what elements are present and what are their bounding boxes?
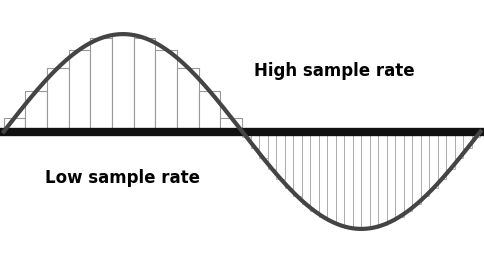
Bar — [26, 91, 47, 132]
Bar — [387, 132, 395, 221]
Bar — [455, 132, 463, 159]
Bar — [220, 118, 242, 132]
Bar — [134, 38, 155, 132]
Bar — [378, 132, 387, 225]
Bar — [404, 132, 412, 211]
Bar — [421, 132, 429, 196]
Bar — [302, 132, 310, 204]
Bar — [370, 132, 378, 227]
Bar — [199, 91, 220, 132]
Bar — [91, 38, 112, 132]
Bar — [395, 132, 404, 217]
Bar — [242, 132, 251, 137]
Bar — [353, 132, 361, 229]
Bar — [177, 68, 199, 132]
Bar — [251, 132, 259, 148]
Bar — [268, 132, 276, 169]
Bar — [155, 49, 177, 132]
Bar — [276, 132, 285, 179]
Bar — [112, 34, 134, 132]
Bar — [463, 132, 472, 148]
Bar — [310, 132, 319, 211]
Bar — [336, 132, 344, 225]
Text: Low sample rate: Low sample rate — [45, 169, 200, 186]
Bar — [327, 132, 336, 221]
Bar — [69, 49, 91, 132]
Bar — [472, 132, 481, 137]
Bar — [438, 132, 446, 179]
Bar — [293, 132, 302, 196]
Bar — [47, 68, 69, 132]
Bar — [344, 132, 353, 227]
Bar — [285, 132, 293, 188]
Bar — [361, 132, 370, 229]
Bar — [259, 132, 268, 159]
Bar — [4, 118, 26, 132]
Bar — [319, 132, 327, 217]
Bar — [412, 132, 421, 204]
Bar — [446, 132, 455, 169]
Text: High sample rate: High sample rate — [254, 62, 414, 80]
Bar — [429, 132, 438, 188]
